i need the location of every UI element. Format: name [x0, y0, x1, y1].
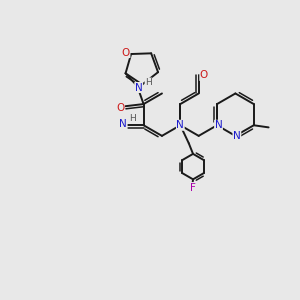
Text: H: H	[130, 114, 136, 123]
Text: H: H	[145, 78, 152, 87]
Text: N: N	[233, 131, 241, 141]
Text: O: O	[122, 48, 130, 58]
Text: F: F	[190, 183, 195, 193]
Text: N: N	[119, 119, 127, 129]
Text: O: O	[116, 103, 124, 113]
Text: N: N	[214, 120, 222, 130]
Text: N: N	[135, 82, 142, 92]
Text: O: O	[200, 70, 208, 80]
Text: N: N	[176, 120, 184, 130]
